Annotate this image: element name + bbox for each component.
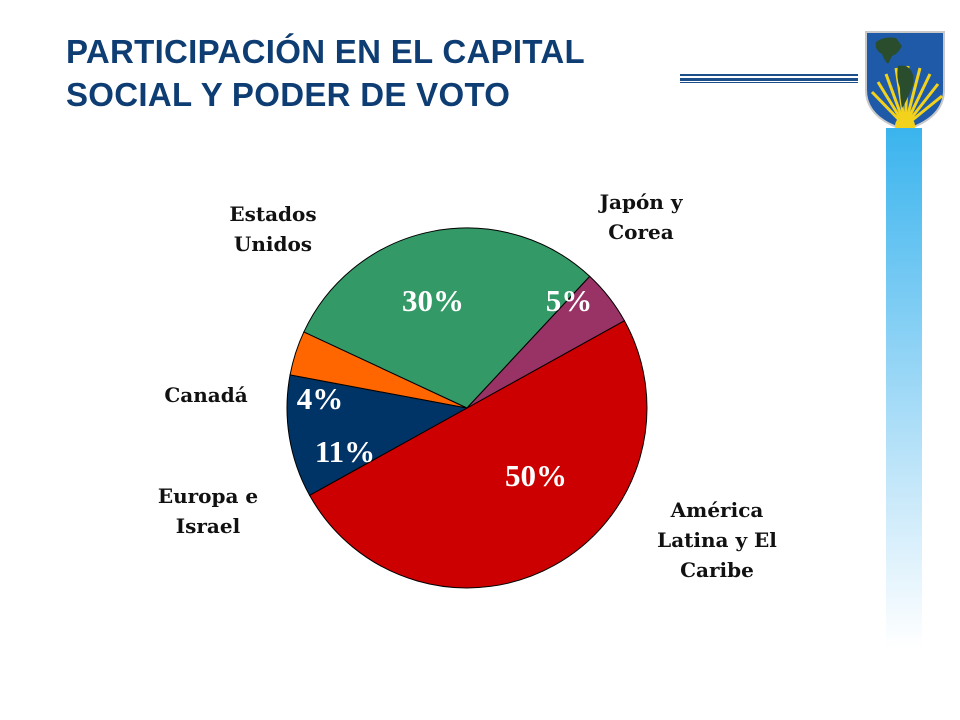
title-divider (680, 74, 858, 83)
pie-category-label-line: Japón y (598, 190, 684, 214)
pie-category-label-line: Latina y El (657, 528, 777, 552)
pie-value-label-1: 11% (315, 434, 375, 469)
pie-category-label-2: Canadá (164, 383, 247, 407)
pie-category-label-line: Corea (608, 220, 674, 244)
pie-category-label-line: Unidos (234, 232, 312, 256)
pie-category-label-line: América (670, 498, 764, 522)
pie-category-label-line: Europa e (158, 484, 258, 508)
pie-value-label-3: 30% (402, 283, 464, 318)
pie-slice-3 (303, 227, 591, 409)
pie-category-label-line: Estados (229, 202, 316, 226)
slide-title: PARTICIPACIÓN EN EL CAPITAL SOCIAL Y POD… (66, 30, 666, 116)
pie-labels: 50% América Latina y El Caribe 11% Europa e Is… (158, 190, 777, 582)
pie-slices (286, 227, 648, 589)
logo (865, 31, 945, 132)
americas-globe-sun-shield-icon (865, 31, 945, 132)
pie-value-label-4: 5% (546, 283, 593, 318)
pie-value-label-2: 4% (297, 381, 344, 416)
pie-category-label-line: Caribe (680, 558, 754, 582)
pie-slice-1 (286, 374, 469, 496)
pie-category-label-1: Europa e Israel (158, 484, 258, 538)
pie-slice-0 (308, 320, 648, 589)
pie-category-label-4: Japón y Corea (598, 190, 684, 244)
side-gradient-bar (886, 128, 922, 648)
pie-category-label-line: Canadá (164, 383, 247, 407)
pie-slice-4 (466, 275, 626, 409)
pie-category-label-0: América Latina y El Caribe (657, 498, 777, 582)
pie-category-label-3: Estados Unidos (229, 202, 316, 256)
pie-category-label-line: Israel (176, 514, 241, 538)
slide-title-line-1: PARTICIPACIÓN EN EL CAPITAL (66, 33, 586, 70)
pie-value-label-0: 50% (505, 458, 567, 493)
slide-title-line-2: SOCIAL Y PODER DE VOTO (66, 76, 511, 113)
